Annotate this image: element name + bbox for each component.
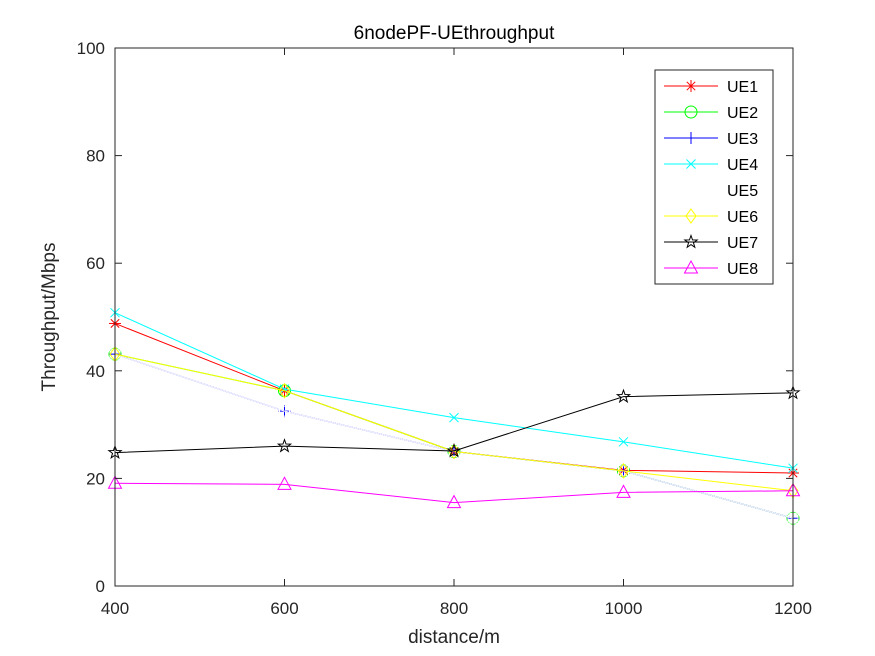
y-tick-label: 20 xyxy=(86,469,105,488)
y-tick-label: 80 xyxy=(86,147,105,166)
legend: UE1 UE2 UE3 UE4 UE5 UE6 UE7 UE8 xyxy=(654,69,774,285)
legend-marker-shape xyxy=(683,233,699,249)
series-line-UE6 xyxy=(114,353,794,492)
legend-marker-shape xyxy=(685,184,697,196)
data-point-marker xyxy=(615,388,632,404)
chart-title: 6nodePF-UEthroughput xyxy=(354,23,555,44)
data-point-marker xyxy=(618,436,629,447)
data-point-UE6 xyxy=(617,463,630,479)
series-line-UE7 xyxy=(114,392,794,454)
legend-entry-UE3: UE3 xyxy=(664,131,758,148)
x-tick-label: 800 xyxy=(440,599,468,618)
data-point-marker xyxy=(446,442,462,458)
data-point-UE6 xyxy=(278,382,291,399)
legend-entry-UE2: UE2 xyxy=(664,105,758,122)
legend-marker-shape xyxy=(685,208,697,224)
series-line-UE8 xyxy=(114,482,794,504)
legend-label: UE1 xyxy=(727,79,758,96)
legend-marker xyxy=(685,80,697,92)
data-point-UE8 xyxy=(277,476,292,490)
data-point-UE8 xyxy=(616,484,631,498)
y-tick-label: 100 xyxy=(77,39,105,58)
y-tick-label: 0 xyxy=(96,577,105,596)
y-tick-label: 60 xyxy=(86,254,105,273)
legend-marker xyxy=(686,159,696,169)
data-point-marker xyxy=(279,384,290,394)
legend-label: UE3 xyxy=(727,131,758,148)
legend-marker-shape xyxy=(686,159,696,169)
x-tick-label: 1200 xyxy=(774,599,812,618)
data-point-UE4 xyxy=(618,436,629,447)
legend-label: UE5 xyxy=(727,183,758,200)
data-point-marker xyxy=(279,405,290,417)
legend-entry-UE8: UE8 xyxy=(664,259,758,278)
legend-marker-shape xyxy=(686,81,696,91)
legend-box xyxy=(654,69,774,285)
series-layer xyxy=(107,307,801,525)
x-tick-label: 600 xyxy=(270,599,298,618)
legend-entry-UE5: UE5 xyxy=(664,183,758,200)
legend-label: UE2 xyxy=(727,105,758,122)
data-point-marker xyxy=(449,412,459,423)
legend-label: UE4 xyxy=(727,157,758,174)
legend-marker xyxy=(683,233,699,249)
data-point-UE2 xyxy=(278,384,291,398)
data-point-marker xyxy=(278,382,291,399)
data-point-UE5 xyxy=(279,405,290,417)
data-point-marker xyxy=(616,484,631,498)
data-point-marker xyxy=(278,384,291,398)
legend-marker-shape xyxy=(684,105,698,119)
legend-marker xyxy=(685,184,697,196)
y-tick-label: 40 xyxy=(86,362,105,381)
legend-entry-UE7: UE7 xyxy=(664,233,758,252)
legend-marker-shape xyxy=(683,259,699,274)
data-point-UE7 xyxy=(446,442,462,458)
data-point-UE7 xyxy=(615,388,632,404)
data-point-UE7 xyxy=(276,438,293,453)
data-point-marker xyxy=(446,494,462,509)
legend-label: UE6 xyxy=(727,209,758,226)
series-UE7 xyxy=(107,384,801,460)
legend-entry-UE1: UE1 xyxy=(664,79,758,96)
data-point-UE4 xyxy=(449,412,459,423)
legend-label: UE7 xyxy=(727,235,758,252)
x-tick-label: 1000 xyxy=(605,599,643,618)
x-tick-label: 400 xyxy=(101,599,129,618)
data-point-marker xyxy=(276,438,293,453)
legend-marker xyxy=(685,132,697,144)
legend-marker xyxy=(685,208,697,224)
legend-label: UE8 xyxy=(727,261,758,278)
legend-entry-UE6: UE6 xyxy=(664,208,758,226)
data-point-UE8 xyxy=(446,494,462,509)
legend-entry-UE4: UE4 xyxy=(664,157,758,174)
legend-marker xyxy=(683,259,699,274)
x-axis-label: distance/m xyxy=(408,627,500,648)
y-axis-label: Throughput/Mbps xyxy=(39,243,60,392)
data-point-marker xyxy=(277,476,292,490)
data-point-marker xyxy=(617,463,630,479)
legend-marker xyxy=(684,105,698,119)
axes-layer: 400 600 800 1000 1200 0 20 40 60 80 100 xyxy=(77,39,812,618)
